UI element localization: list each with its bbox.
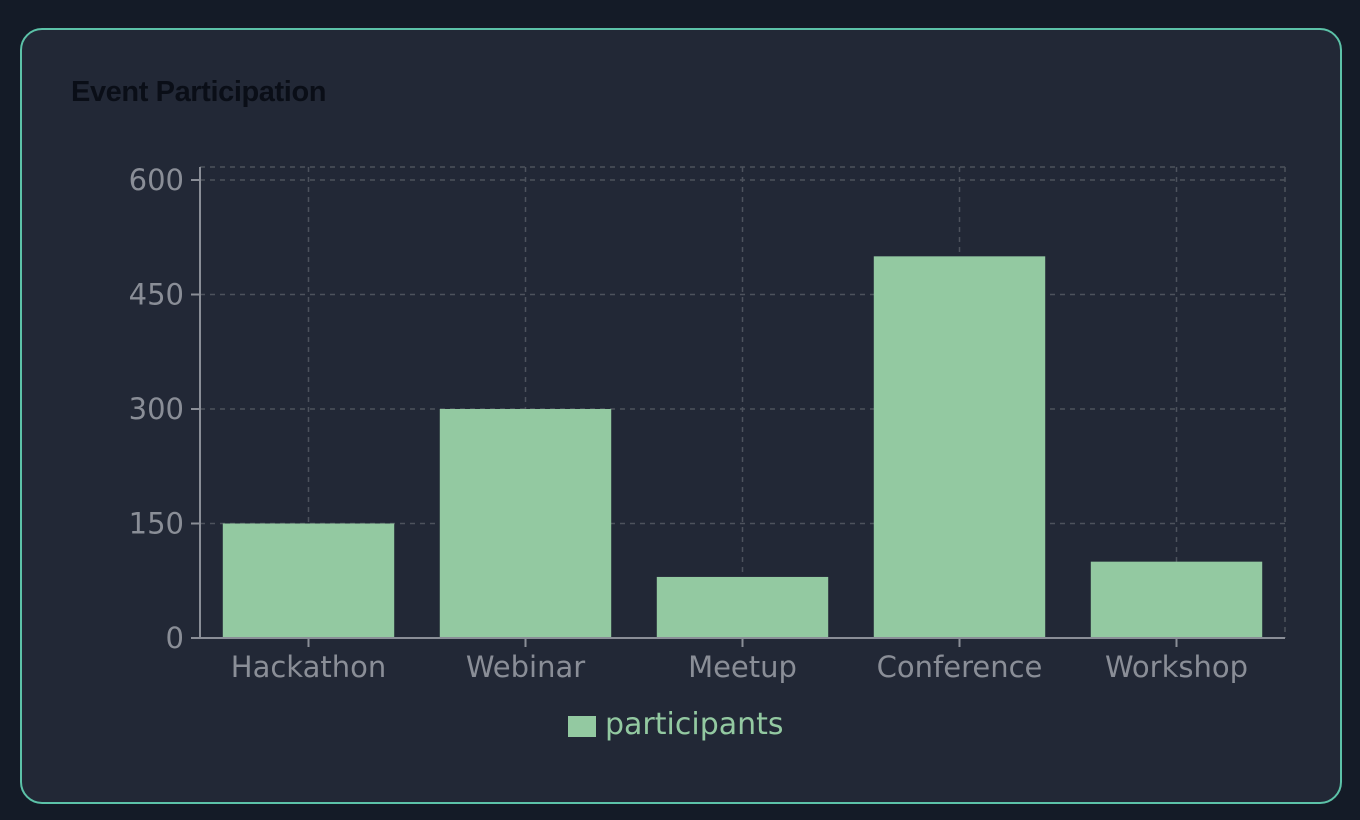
y-tick-label-4: 600 — [129, 163, 184, 197]
x-tick-label-2: Meetup — [688, 650, 797, 684]
legend[interactable]: participants — [568, 707, 784, 742]
y-tick-label-3: 450 — [129, 278, 184, 312]
y-tick-label-0: 0 — [166, 621, 184, 655]
bar-conference[interactable] — [873, 256, 1046, 638]
bars — [222, 256, 1263, 639]
axes: 0 150 300 450 600 Hackathon Webinar Meetup Confe… — [129, 163, 1285, 684]
legend-swatch — [568, 716, 596, 737]
y-tick-label-1: 150 — [129, 507, 184, 541]
x-tick-label-0: Hackathon — [231, 650, 386, 684]
x-tick-label-4: Workshop — [1105, 650, 1248, 684]
y-tick-label-2: 300 — [129, 392, 184, 426]
bar-meetup[interactable] — [656, 576, 829, 638]
bar-hackathon[interactable] — [222, 523, 395, 639]
chart-card: Event Participation — [20, 28, 1342, 804]
chart-title: Event Participation — [71, 76, 327, 108]
x-tick-label-1: Webinar — [466, 650, 585, 684]
bar-workshop[interactable] — [1090, 561, 1263, 638]
legend-label: participants — [605, 707, 784, 742]
x-tick-label-3: Conference — [877, 650, 1043, 684]
bar-webinar[interactable] — [439, 409, 612, 638]
